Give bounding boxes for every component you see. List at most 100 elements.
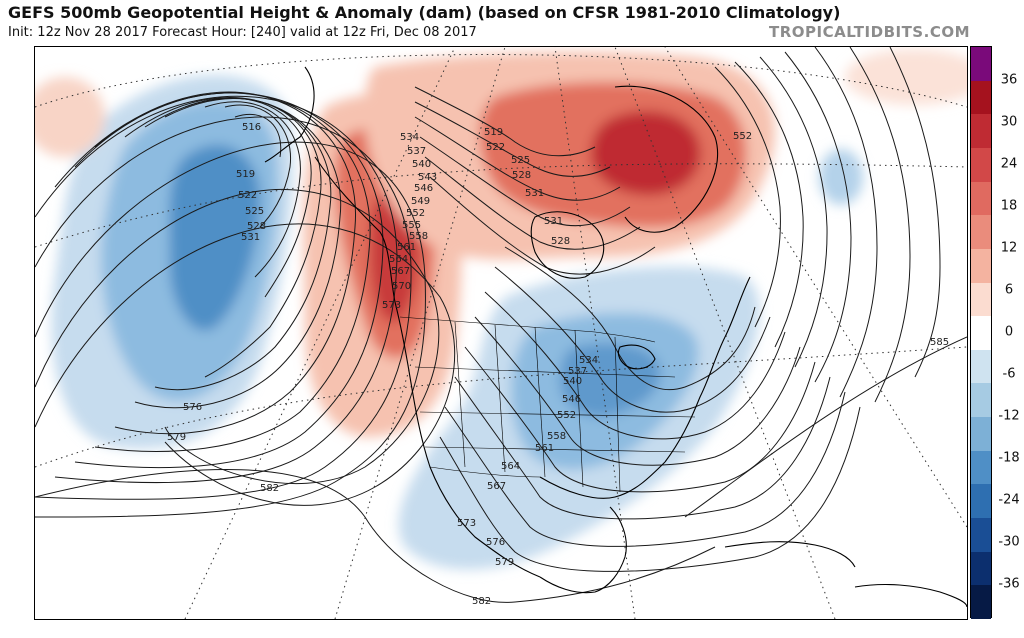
grid-line-4 — [334, 47, 506, 619]
contour-label: 531 — [241, 232, 260, 243]
colorbar-tick-label: -6 — [1002, 366, 1016, 382]
contour-label: 525 — [245, 206, 264, 217]
colorbar-segment — [971, 551, 991, 586]
state-line-8 — [424, 446, 686, 453]
state-line-7 — [419, 411, 696, 418]
contour-label: 585 — [930, 337, 949, 348]
contour-label: 537 — [407, 146, 426, 157]
west-coast — [314, 156, 541, 578]
us-canada-border — [399, 316, 656, 343]
state-line-1 — [454, 321, 466, 468]
grid-line-3 — [184, 47, 456, 619]
contour-north-4 — [419, 136, 631, 227]
contour-atl-5 — [814, 47, 878, 398]
state-line-4 — [574, 329, 584, 488]
contour-labels: 516 519 522 525 528 531 534 537 540 543 … — [167, 122, 949, 607]
contour-582 — [35, 469, 716, 603]
chart-subtitle: Init: 12z Nov 28 2017 Forecast Hour: [24… — [8, 25, 477, 40]
colorbar-segment — [971, 147, 991, 183]
contour-label: 567 — [391, 266, 410, 277]
colorbar-segment — [971, 383, 991, 418]
contour-label: 561 — [535, 443, 554, 454]
contour-label: 552 — [406, 208, 425, 219]
contour-label: 552 — [733, 131, 752, 142]
contour-label: 573 — [457, 518, 476, 529]
contour-north-1 — [414, 86, 596, 157]
state-line-6 — [414, 366, 676, 378]
chart-title: GEFS 500mb Geopotential Height & Anomaly… — [8, 3, 841, 22]
contour-label: 525 — [511, 155, 530, 166]
contour-atl-1 — [714, 66, 781, 328]
atlantic-small-negative-anomaly — [819, 149, 863, 205]
gulf-coast — [539, 461, 666, 499]
contour-label: 537 — [568, 366, 587, 377]
greenland-positive-anomaly-core — [590, 111, 701, 196]
colorbar-segment — [971, 114, 991, 149]
greenland-coast — [614, 85, 719, 233]
contour-label: 579 — [495, 557, 514, 568]
colorbar-tick-label: -30 — [998, 534, 1020, 550]
contour-label: 531 — [544, 216, 563, 227]
contour-atl-4 — [784, 51, 852, 383]
grid-line-1 — [35, 346, 967, 468]
east-negative-anomaly-core — [560, 343, 661, 418]
contour-label: 522 — [486, 142, 505, 153]
contour-552 — [54, 92, 384, 469]
us-mexico-border — [429, 466, 541, 478]
contour-east-8 — [439, 406, 861, 572]
colorbar-tick-label: 12 — [1000, 240, 1018, 256]
contour-atl-7 — [889, 47, 941, 378]
contour-534 — [124, 97, 342, 409]
contour-east-5 — [464, 346, 816, 493]
state-borders — [399, 316, 696, 493]
contour-label: 528 — [512, 170, 531, 181]
colorbar-tick-label: 6 — [1004, 282, 1014, 298]
contour-label: 534 — [400, 132, 419, 143]
colorbar-segment — [971, 450, 991, 485]
contour-label: 576 — [183, 402, 202, 413]
contour-519 — [224, 104, 292, 228]
mexico-coast — [539, 506, 627, 594]
contour-label: 564 — [389, 254, 408, 265]
colorbar-tick-label: 18 — [1000, 198, 1018, 214]
colorbar-segment — [971, 417, 991, 452]
contour-label: 528 — [247, 221, 266, 232]
contour-label: 570 — [392, 281, 411, 292]
contour-label: 540 — [563, 376, 582, 387]
upper-right-positive-anomaly — [845, 49, 967, 105]
contour-570 — [35, 141, 426, 518]
colorbar-tick-label: 30 — [1000, 114, 1018, 130]
colorbar-tick-label: -12 — [998, 408, 1020, 424]
state-line-2 — [494, 324, 506, 473]
colorbar-segment — [971, 484, 991, 519]
contour-north-2 — [414, 101, 611, 177]
contour-east-4 — [474, 316, 801, 466]
contour-label: 561 — [397, 242, 416, 253]
contour-label: 522 — [238, 190, 257, 201]
coastlines — [264, 66, 967, 608]
contour-label: 567 — [487, 481, 506, 492]
contour-label: 573 — [382, 300, 401, 311]
contour-label: 558 — [547, 431, 566, 442]
contour-east-7 — [444, 391, 846, 547]
south-america-coast — [854, 584, 967, 608]
colorbar-tick-label: 0 — [1004, 324, 1014, 340]
contour-label: 519 — [484, 127, 503, 138]
map-svg: 516 519 522 525 528 531 534 537 540 543 … — [35, 47, 967, 619]
colorbar-segment — [971, 248, 991, 284]
pacific-negative-anomaly-core — [169, 144, 260, 331]
east-coast — [664, 276, 751, 463]
contour-label: 564 — [501, 461, 520, 472]
contour-east-1 — [504, 246, 756, 391]
contour-label: 552 — [557, 410, 576, 421]
contour-label: 582 — [472, 596, 491, 607]
contour-576 — [35, 188, 440, 485]
colorbar-segment — [971, 47, 991, 82]
contour-label: 582 — [260, 483, 279, 494]
contour-north-3 — [414, 116, 621, 201]
contour-atl-6 — [849, 47, 911, 403]
colorbar-tick-label: -24 — [998, 492, 1020, 508]
lat-lon-grid — [35, 47, 967, 619]
contour-north-5 — [424, 156, 641, 250]
grid-line-7 — [664, 47, 967, 528]
